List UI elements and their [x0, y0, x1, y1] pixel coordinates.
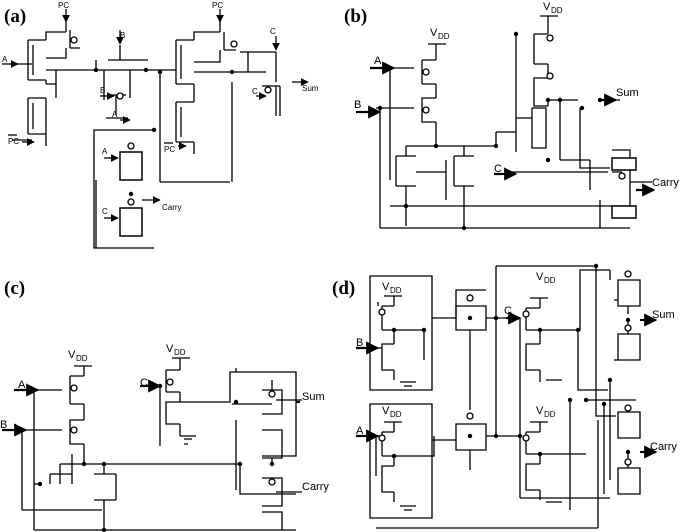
panel-a-bubble-c: [264, 86, 272, 94]
panel-a-c-label-1: C: [270, 27, 276, 36]
panel-d-label: (d): [332, 278, 355, 299]
panel-b-vdd-label-1: V: [430, 27, 438, 39]
panel-a-middle-transistors: [103, 45, 148, 119]
panel-a-a-label: A: [2, 55, 8, 64]
panel-d-vdd-label-2: V: [382, 405, 390, 417]
panel-b-bubble-1: [422, 68, 430, 76]
panel-c-bubble-3: [166, 378, 174, 386]
panel-a-pcbar-label-1: PC: [8, 137, 19, 146]
panel-a-bubble-b: [116, 92, 124, 100]
panel-b-label: (b): [344, 6, 367, 27]
panel-c-bubble-5: [268, 478, 276, 486]
panel-c-a-label: A: [18, 379, 26, 391]
panel-a-bubble: [70, 36, 78, 44]
panel-d-a-label: A: [356, 425, 364, 437]
panel-d-junctions: [391, 263, 631, 459]
panel-b-junctions: [377, 31, 603, 231]
panel-c-vdd-sub-1: DD: [76, 354, 88, 363]
panel-a-c3-label: C: [102, 207, 108, 216]
panel-c-bubble-4: [268, 390, 276, 398]
panel-d-vdd-sub-4: DD: [544, 410, 556, 419]
panel-d-bubbles: [378, 270, 632, 466]
panel-a-c-label-2: C: [252, 87, 258, 96]
panel-d-vdd-sub-3: DD: [544, 276, 556, 285]
panel-b-bubble-2: [422, 106, 430, 114]
panel-a-pc-label-2: PC: [212, 1, 223, 10]
panel-d-vdd-labels: V DD V DD V DD V DD: [382, 271, 556, 419]
panel-c-b-label: B: [0, 419, 7, 431]
panel-b-c-label: C: [494, 163, 502, 175]
panel-c-junctions: [19, 383, 275, 532]
panel-c-wiring: [12, 357, 302, 531]
panel-d-vdd-sub-2: DD: [390, 410, 402, 419]
panel-b-vdd-sub-2: DD: [551, 6, 563, 15]
panel-a-a2-label: A: [112, 110, 118, 119]
panel-b-vdd-label-2: V: [543, 1, 551, 13]
panel-a-junctions: [93, 67, 235, 197]
panel-a-b-label-1: B: [120, 31, 125, 40]
panel-a-tgate-1: [119, 151, 143, 181]
panel-d-sum-label: Sum: [652, 309, 675, 321]
panel-b: (b) V DD V DD A B C Sum: [344, 1, 679, 231]
panel-b-carry-label: Carry: [652, 177, 679, 189]
panel-b-bubble-3: [546, 34, 554, 42]
panel-d-vdd-label-4: V: [536, 405, 544, 417]
panel-a-bubble-right: [230, 40, 238, 48]
panel-c-carry-label: Carry: [302, 481, 329, 493]
panel-c-vdd-label-1: V: [68, 349, 76, 361]
panel-c-vdd-sub-2: DD: [174, 348, 186, 357]
panel-a-tgate-bubble-1: [127, 142, 135, 150]
panel-d-vdd-label-1: V: [382, 281, 390, 293]
panel-d: (d) V DD V DD V DD V DD: [332, 263, 677, 529]
panel-b-bubble-4: [546, 72, 554, 80]
panel-a-label: (a): [4, 6, 26, 27]
panel-b-tgate-2: [611, 205, 637, 219]
panel-d-vdd-sub-1: DD: [390, 286, 402, 295]
panel-a-b-label-2: B: [100, 86, 105, 95]
panel-a-carry-label: Carry: [162, 203, 182, 212]
panel-a-a3-label: A: [102, 147, 108, 156]
panel-c-bubble-1: [70, 384, 78, 392]
panel-b-tgate-1: [611, 157, 637, 171]
panel-b-b-label: B: [354, 99, 361, 111]
panel-c-c-label: C: [140, 377, 148, 389]
panel-c: (c) V DD V DD A B C Sum Carry: [0, 278, 329, 532]
panel-c-vdd-label-2: V: [166, 343, 174, 355]
panel-c-bubble-2: [70, 426, 78, 434]
panel-d-b-label: B: [356, 337, 363, 349]
panel-d-vdd-label-3: V: [536, 271, 544, 283]
panel-b-vdd-sub-1: DD: [438, 32, 450, 41]
panel-c-sum-label: Sum: [302, 391, 325, 403]
panel-a-sum-label: Sum: [302, 84, 319, 93]
panel-a-transistor-stack-left: [10, 22, 146, 146]
panel-d-c-label: C: [504, 305, 512, 317]
panel-c-label: (c): [4, 278, 25, 299]
panel-a-pc-label-1: PC: [58, 1, 69, 10]
panel-b-sum-label: Sum: [616, 87, 639, 99]
panel-a-tgate-2: [119, 207, 143, 237]
panel-b-wiring: [376, 15, 652, 229]
panel-a-pcbar-label-2: PC: [164, 145, 175, 154]
panel-b-a-label: A: [374, 55, 382, 67]
panel-a-tgate-bubble-2: [127, 198, 135, 206]
panel-d-carry-label: Carry: [650, 441, 677, 453]
panel-a: (a) PC A PC B B A: [2, 1, 319, 249]
panel-b-bubble-5: [618, 172, 626, 180]
